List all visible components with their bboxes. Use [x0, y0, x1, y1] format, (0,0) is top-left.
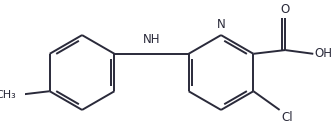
- Text: Cl: Cl: [281, 111, 292, 124]
- Text: OH: OH: [315, 47, 332, 60]
- Text: NH: NH: [143, 33, 160, 47]
- Text: N: N: [217, 18, 225, 31]
- Text: O: O: [281, 3, 290, 16]
- Text: CH₃: CH₃: [0, 90, 17, 100]
